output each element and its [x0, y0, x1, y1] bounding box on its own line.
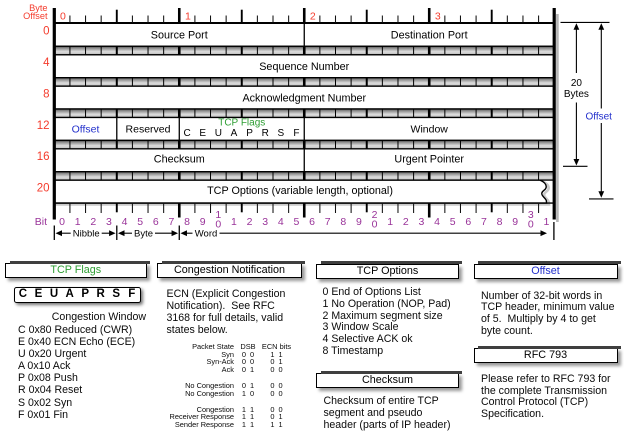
svg-text:1: 1 — [543, 216, 549, 228]
svg-text:1: 1 — [215, 209, 221, 221]
svg-text:Bytes: Bytes — [564, 89, 589, 100]
svg-text:Checksum: Checksum — [154, 153, 205, 165]
svg-text:Urgent Pointer: Urgent Pointer — [394, 153, 464, 165]
svg-text:7: 7 — [325, 216, 331, 228]
svg-text:20: 20 — [37, 183, 50, 195]
svg-text:Word: Word — [195, 228, 218, 239]
svg-text:8: 8 — [497, 216, 503, 228]
svg-text:0: 0 — [59, 216, 65, 228]
svg-text:Window: Window — [411, 123, 449, 135]
svg-text:3: 3 — [528, 209, 534, 221]
svg-text:1: 1 — [185, 11, 191, 23]
svg-text:6: 6 — [465, 216, 471, 228]
svg-text:TCP Flags: TCP Flags — [218, 118, 265, 129]
svg-text:9: 9 — [356, 216, 362, 228]
svg-text:8: 8 — [43, 88, 49, 100]
svg-text:5: 5 — [450, 216, 456, 228]
svg-text:Byte: Byte — [29, 3, 47, 13]
svg-text:2: 2 — [247, 216, 253, 228]
svg-text:0: 0 — [372, 219, 378, 231]
svg-text:2: 2 — [310, 11, 316, 23]
svg-text:4: 4 — [278, 216, 284, 228]
svg-text:5: 5 — [137, 216, 143, 228]
svg-text:0: 0 — [215, 219, 221, 231]
svg-text:1: 1 — [75, 216, 81, 228]
svg-text:0: 0 — [528, 219, 534, 231]
svg-text:F: F — [293, 128, 299, 139]
svg-text:9: 9 — [200, 216, 206, 228]
svg-text:3: 3 — [435, 11, 441, 23]
svg-text:A: A — [231, 128, 238, 139]
svg-text:Reserved: Reserved — [126, 123, 171, 135]
svg-text:8: 8 — [184, 216, 190, 228]
svg-text:Bit: Bit — [35, 216, 47, 228]
svg-text:1: 1 — [387, 216, 393, 228]
svg-text:Offset: Offset — [585, 111, 612, 122]
svg-text:P: P — [246, 128, 253, 139]
svg-text:3: 3 — [262, 216, 268, 228]
svg-text:3: 3 — [418, 216, 424, 228]
svg-text:Nibble: Nibble — [73, 228, 100, 239]
svg-text:R: R — [262, 128, 269, 139]
svg-text:4: 4 — [434, 216, 440, 228]
svg-text:6: 6 — [153, 216, 159, 228]
svg-text:Offset: Offset — [72, 123, 100, 135]
svg-text:U: U — [215, 128, 222, 139]
svg-text:8: 8 — [340, 216, 346, 228]
svg-text:0: 0 — [60, 11, 66, 23]
svg-text:4: 4 — [43, 57, 50, 69]
svg-text:7: 7 — [481, 216, 487, 228]
svg-text:5: 5 — [294, 216, 300, 228]
svg-text:7: 7 — [169, 216, 175, 228]
svg-text:TCP Options (variable length,: TCP Options (variable length, optional) — [207, 185, 393, 197]
svg-text:2: 2 — [90, 216, 96, 228]
svg-text:20: 20 — [571, 78, 583, 89]
svg-text:1: 1 — [231, 216, 237, 228]
svg-text:S: S — [277, 128, 284, 139]
svg-text:16: 16 — [37, 151, 50, 163]
svg-text:12: 12 — [37, 120, 50, 132]
svg-text:0: 0 — [43, 26, 49, 38]
svg-text:2: 2 — [403, 216, 409, 228]
svg-text:3: 3 — [106, 216, 112, 228]
svg-text:E: E — [199, 128, 206, 139]
svg-text:Byte: Byte — [134, 228, 153, 239]
svg-text:2: 2 — [372, 209, 378, 221]
svg-text:C: C — [183, 128, 190, 139]
svg-text:Sequence Number: Sequence Number — [259, 61, 349, 73]
svg-text:6: 6 — [309, 216, 315, 228]
svg-text:4: 4 — [122, 216, 128, 228]
svg-text:Offset: Offset — [23, 11, 48, 21]
svg-text:9: 9 — [512, 216, 518, 228]
svg-text:Source Port: Source Port — [151, 30, 208, 42]
svg-text:Destination Port: Destination Port — [391, 30, 468, 42]
svg-text:Acknowledgment Number: Acknowledgment Number — [242, 92, 366, 104]
